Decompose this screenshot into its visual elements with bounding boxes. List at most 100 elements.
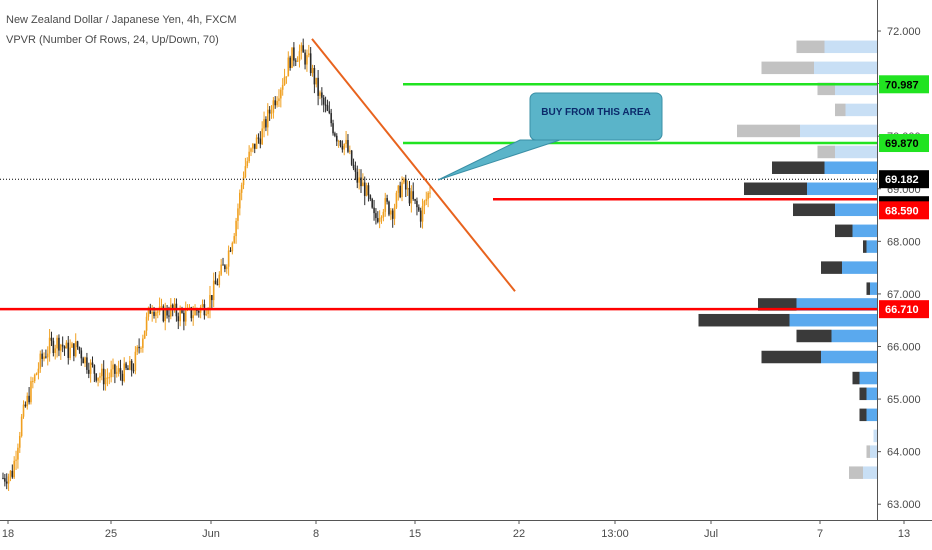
candle-body bbox=[46, 353, 49, 358]
candle-body bbox=[367, 185, 370, 196]
volume-profile-up-bar bbox=[796, 298, 877, 311]
candle-body bbox=[80, 350, 83, 359]
volume-profile-up-bar bbox=[835, 145, 877, 159]
candle-body bbox=[231, 242, 234, 252]
level-badge-red-text: 68.590 bbox=[885, 205, 919, 217]
candle-body bbox=[239, 192, 241, 209]
candle-body bbox=[403, 178, 405, 183]
candle-body bbox=[345, 140, 347, 144]
candle-body bbox=[7, 476, 10, 484]
candle-body bbox=[22, 404, 25, 417]
candle-body bbox=[106, 377, 109, 379]
x-tick-label: 7 bbox=[817, 528, 823, 540]
candle-body bbox=[138, 346, 140, 349]
candle-body bbox=[356, 171, 359, 183]
candle-body bbox=[412, 191, 415, 200]
candle-body bbox=[298, 51, 301, 61]
y-tick-label: 63.000 bbox=[887, 499, 921, 511]
trend-line bbox=[311, 38, 516, 292]
candle-body bbox=[350, 150, 353, 165]
candle-body bbox=[414, 199, 416, 201]
volume-profile-up-bar bbox=[870, 445, 877, 458]
candle-body bbox=[429, 192, 431, 194]
volume-profile-down-bar bbox=[772, 161, 825, 174]
volume-profile-down-bar bbox=[821, 261, 842, 274]
candle-body bbox=[89, 362, 92, 374]
candle-body bbox=[397, 185, 400, 193]
volume-profile-up-bar bbox=[866, 387, 877, 401]
candle-body bbox=[408, 187, 411, 204]
chart-title: New Zealand Dollar / Japanese Yen, 4h, F… bbox=[6, 14, 237, 26]
candle-body bbox=[280, 89, 282, 99]
candle-body bbox=[101, 368, 103, 377]
candle-body bbox=[147, 307, 150, 317]
volume-profile-down-bar bbox=[796, 329, 832, 343]
candle-body bbox=[224, 265, 226, 270]
candle-body bbox=[33, 374, 36, 382]
x-tick-label: 15 bbox=[409, 528, 421, 540]
candle-body bbox=[119, 368, 122, 374]
candle-body bbox=[123, 363, 126, 382]
volume-profile-up-bar bbox=[845, 103, 877, 117]
candle-body bbox=[125, 363, 127, 369]
candle-body bbox=[378, 217, 381, 222]
candle-body bbox=[369, 195, 372, 200]
candle-body bbox=[225, 266, 228, 270]
candle-body bbox=[115, 371, 118, 374]
volume-profile-down-bar bbox=[859, 408, 867, 422]
volume-profile-down-bar bbox=[863, 240, 867, 253]
candle-body bbox=[410, 191, 413, 204]
candle-body bbox=[259, 138, 262, 145]
candle-body bbox=[164, 308, 167, 322]
candle-body bbox=[32, 381, 34, 383]
candle-body bbox=[13, 460, 15, 478]
candle-body bbox=[270, 112, 273, 114]
level-badge-red-text: 66.710 bbox=[885, 304, 919, 316]
volume-profile-down-bar bbox=[758, 298, 797, 311]
candle-body bbox=[26, 395, 29, 407]
candle-body bbox=[240, 185, 243, 193]
current-price-badge-text: 69.182 bbox=[885, 174, 919, 186]
candle-body bbox=[117, 368, 120, 372]
candle-body bbox=[84, 357, 86, 364]
candle-body bbox=[112, 364, 114, 370]
candle-body bbox=[388, 201, 390, 215]
volume-profile-up-bar bbox=[821, 350, 877, 364]
candle-body bbox=[207, 309, 209, 315]
candle-body bbox=[136, 346, 139, 352]
candle-body bbox=[166, 308, 168, 316]
x-tick-label: 18 bbox=[2, 528, 14, 540]
volume-profile-down-bar bbox=[761, 61, 814, 75]
candle-body bbox=[130, 360, 133, 371]
candle-body bbox=[142, 338, 144, 348]
candle-body bbox=[386, 198, 388, 202]
candle-body bbox=[300, 45, 303, 52]
candle-body bbox=[287, 57, 290, 77]
candle-body bbox=[54, 348, 57, 354]
candle-body bbox=[423, 201, 426, 207]
candle-body bbox=[45, 356, 47, 358]
current-price-badge bbox=[879, 170, 929, 189]
candle-body bbox=[421, 206, 424, 222]
candle-body bbox=[233, 236, 236, 243]
candle-body bbox=[67, 342, 70, 358]
candle-body bbox=[156, 311, 159, 313]
volume-profile-up-bar bbox=[842, 261, 877, 274]
candle-body bbox=[153, 312, 155, 316]
candle-body bbox=[373, 207, 375, 214]
volume-profile-up-bar bbox=[807, 182, 877, 196]
candle-body bbox=[360, 177, 362, 187]
candle-body bbox=[302, 45, 305, 53]
candle-body bbox=[281, 84, 284, 90]
candle-body bbox=[289, 57, 291, 68]
candle-body bbox=[322, 97, 325, 105]
candle-body bbox=[252, 143, 254, 149]
candle-body bbox=[227, 250, 230, 267]
volume-profile-down-bar bbox=[835, 103, 846, 117]
candle-body bbox=[291, 47, 293, 68]
candle-body bbox=[99, 376, 101, 378]
candle-body bbox=[151, 312, 153, 314]
candle-body bbox=[229, 250, 232, 252]
volume-profile-down-bar bbox=[859, 387, 867, 401]
